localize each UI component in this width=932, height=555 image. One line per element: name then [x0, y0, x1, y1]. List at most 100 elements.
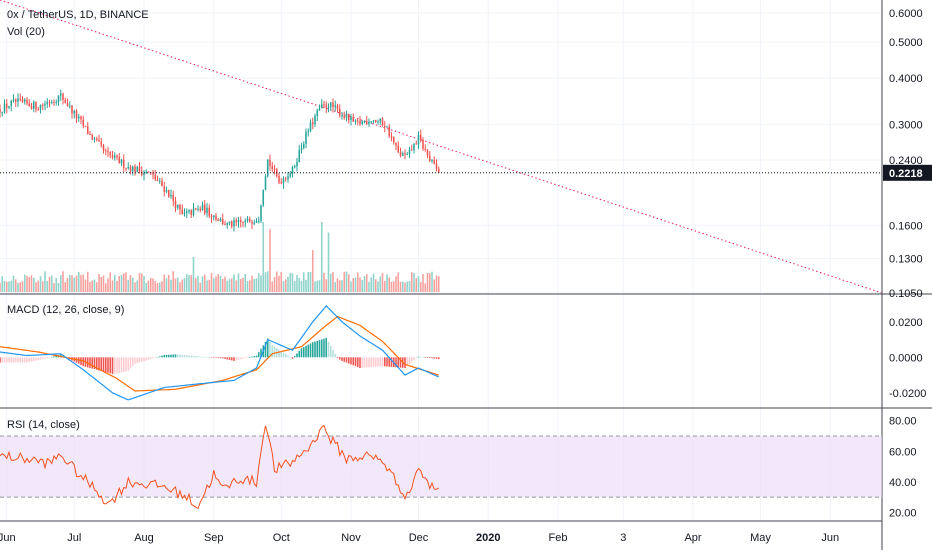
candle[interactable] [163, 186, 166, 192]
candle[interactable] [332, 102, 334, 108]
candle[interactable] [176, 204, 179, 208]
candle[interactable] [147, 171, 150, 173]
candle[interactable] [84, 125, 87, 127]
candle[interactable] [41, 104, 44, 106]
candle[interactable] [53, 101, 55, 103]
candle[interactable] [298, 149, 301, 162]
candle[interactable] [5, 103, 8, 108]
candle[interactable] [269, 159, 271, 166]
candle[interactable] [280, 182, 283, 184]
candle[interactable] [244, 220, 247, 223]
rsi-legend[interactable]: RSI (14, close) [7, 419, 80, 431]
candle[interactable] [46, 102, 49, 105]
candle[interactable] [257, 220, 260, 222]
candle[interactable] [12, 99, 15, 101]
candle[interactable] [215, 215, 217, 220]
macd-line[interactable] [0, 305, 440, 401]
candle[interactable] [100, 141, 103, 146]
candle[interactable] [370, 121, 373, 123]
candle[interactable] [325, 104, 328, 108]
candle[interactable] [426, 149, 429, 156]
candle[interactable] [323, 104, 325, 106]
candle[interactable] [102, 145, 105, 151]
candle[interactable] [417, 134, 420, 145]
candle[interactable] [37, 109, 40, 111]
candle[interactable] [228, 221, 231, 224]
candle[interactable] [28, 103, 31, 107]
candle[interactable] [30, 106, 33, 109]
candle[interactable] [368, 121, 370, 124]
candle[interactable] [302, 143, 305, 148]
candle[interactable] [91, 134, 94, 140]
candle[interactable] [410, 149, 413, 151]
candle[interactable] [136, 166, 139, 172]
candle[interactable] [62, 93, 64, 101]
candle[interactable] [98, 139, 100, 142]
candle[interactable] [68, 105, 71, 107]
candle[interactable] [372, 120, 375, 122]
candle[interactable] [179, 204, 181, 210]
candle[interactable] [392, 136, 395, 143]
candle[interactable] [233, 220, 235, 227]
candle[interactable] [183, 212, 186, 215]
candle[interactable] [287, 176, 289, 180]
candle[interactable] [305, 131, 307, 144]
candle[interactable] [111, 155, 114, 158]
candle[interactable] [377, 121, 379, 123]
candle[interactable] [109, 151, 112, 156]
candle[interactable] [212, 215, 215, 218]
candle[interactable] [338, 108, 341, 116]
candle[interactable] [388, 126, 391, 137]
candle[interactable] [431, 160, 433, 162]
candle[interactable] [167, 189, 170, 197]
candle[interactable] [89, 134, 91, 136]
current-price-marker[interactable] [883, 164, 932, 181]
candle[interactable] [44, 104, 46, 106]
candle[interactable] [197, 208, 199, 210]
candle[interactable] [73, 110, 76, 114]
candle[interactable] [253, 222, 256, 224]
candle[interactable] [113, 155, 116, 158]
candle[interactable] [66, 103, 69, 107]
candle[interactable] [266, 159, 269, 177]
candle[interactable] [156, 179, 159, 181]
candle[interactable] [138, 166, 141, 172]
candle[interactable] [230, 221, 233, 227]
candle[interactable] [143, 172, 145, 176]
resistance-trendline[interactable] [0, 0, 883, 294]
candle[interactable] [104, 150, 107, 152]
candle[interactable] [32, 102, 35, 109]
candle[interactable] [158, 180, 161, 182]
candle[interactable] [188, 210, 190, 212]
candle[interactable] [251, 222, 253, 224]
candle[interactable] [50, 101, 53, 103]
candle[interactable] [17, 98, 19, 102]
candle[interactable] [224, 223, 226, 226]
candle[interactable] [437, 168, 440, 173]
candle[interactable] [329, 102, 332, 108]
candle[interactable] [118, 157, 121, 164]
candle[interactable] [307, 131, 310, 133]
candle[interactable] [408, 149, 411, 155]
candle[interactable] [352, 117, 355, 122]
candle[interactable] [64, 100, 67, 104]
candle[interactable] [345, 113, 348, 118]
candle[interactable] [264, 176, 267, 190]
candle[interactable] [381, 118, 384, 126]
candle[interactable] [161, 180, 163, 187]
volume-legend[interactable]: Vol (20) [7, 26, 45, 38]
candle[interactable] [170, 194, 172, 197]
candle[interactable] [8, 106, 10, 108]
candle[interactable] [39, 104, 42, 110]
candle[interactable] [21, 99, 24, 102]
candle[interactable] [316, 110, 319, 116]
candle[interactable] [419, 134, 422, 140]
candle[interactable] [57, 95, 60, 102]
candle[interactable] [199, 208, 202, 211]
candle[interactable] [226, 223, 229, 226]
candle[interactable] [35, 102, 37, 110]
candle[interactable] [116, 155, 118, 158]
candle[interactable] [127, 166, 130, 169]
